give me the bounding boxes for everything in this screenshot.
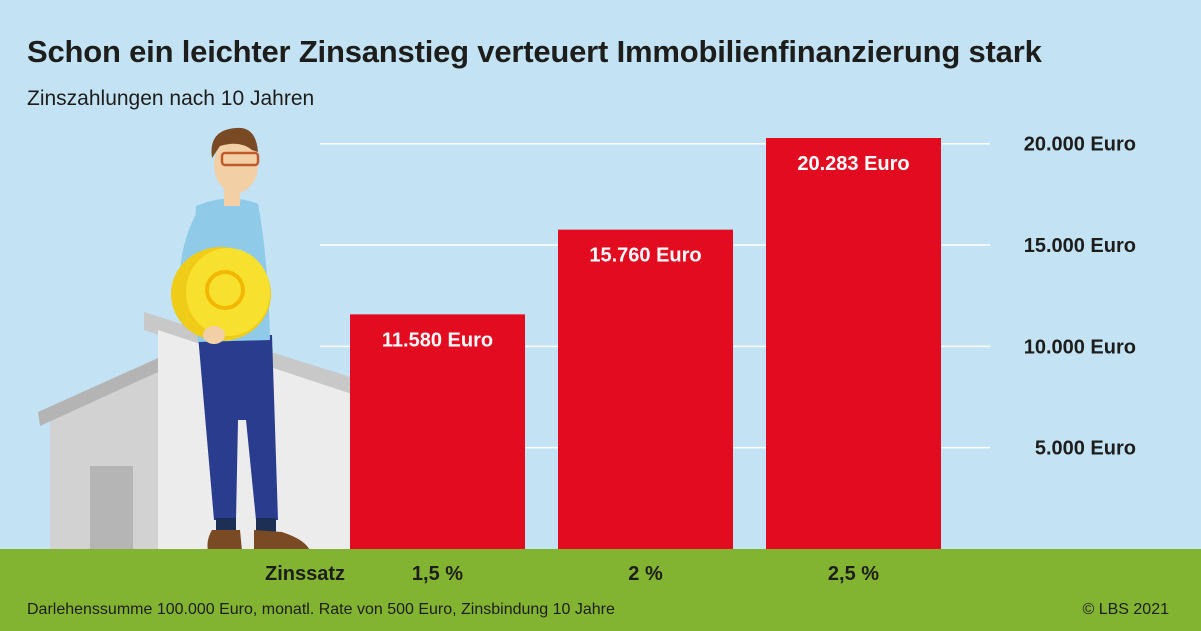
y-axis-ticks: 5.000 Euro 10.000 Euro 15.000 Euro 20.000 E… xyxy=(1024,134,1136,460)
coin-face xyxy=(186,248,270,336)
chart-subtitle: Zinszahlungen nach 10 Jahren xyxy=(27,87,315,110)
bar-data-label: 15.760 Euro xyxy=(589,245,701,267)
person-shoe-left xyxy=(207,530,242,551)
glasses-icon xyxy=(220,151,260,167)
person-sock-left xyxy=(216,518,236,532)
house-door xyxy=(90,466,133,549)
x-tick-label: 1,5 % xyxy=(411,563,464,585)
bar xyxy=(558,229,733,549)
person-legs xyxy=(198,335,278,520)
person-house-illustration xyxy=(38,127,360,551)
x-tick-label: 2,5 % xyxy=(827,563,880,585)
bar xyxy=(766,138,941,549)
ground-strip xyxy=(0,549,1201,631)
footnote: Darlehenssumme 100.000 Euro, monatl. Rat… xyxy=(27,601,615,618)
bars xyxy=(350,138,941,549)
person-hand xyxy=(203,326,225,344)
bar-data-label: 20.283 Euro xyxy=(797,153,909,175)
bar xyxy=(350,314,525,549)
bar-data-label: 11.580 Euro xyxy=(382,329,493,351)
euro-icon xyxy=(205,270,245,310)
person-shoe-right xyxy=(254,530,310,551)
y-tick-label: 5.000 Euro xyxy=(1035,438,1136,460)
chart-title: Schon ein leichter Zinsanstieg verteuert… xyxy=(27,34,1042,69)
house-roof-side xyxy=(38,358,158,426)
bar-labels: 11.580 Euro 15.760 Euro 20.283 Euro xyxy=(382,153,910,351)
person-hair xyxy=(211,127,258,158)
y-tick-label: 15.000 Euro xyxy=(1024,235,1136,257)
y-tick-label: 20.000 Euro xyxy=(1024,134,1136,156)
person-sock-right xyxy=(256,518,276,532)
x-axis-label: Zinssatz xyxy=(265,563,346,585)
y-tick-label: 10.000 Euro xyxy=(1024,336,1136,358)
x-tick-label: 2 % xyxy=(628,563,663,585)
copyright: © LBS 2021 xyxy=(1082,601,1169,618)
